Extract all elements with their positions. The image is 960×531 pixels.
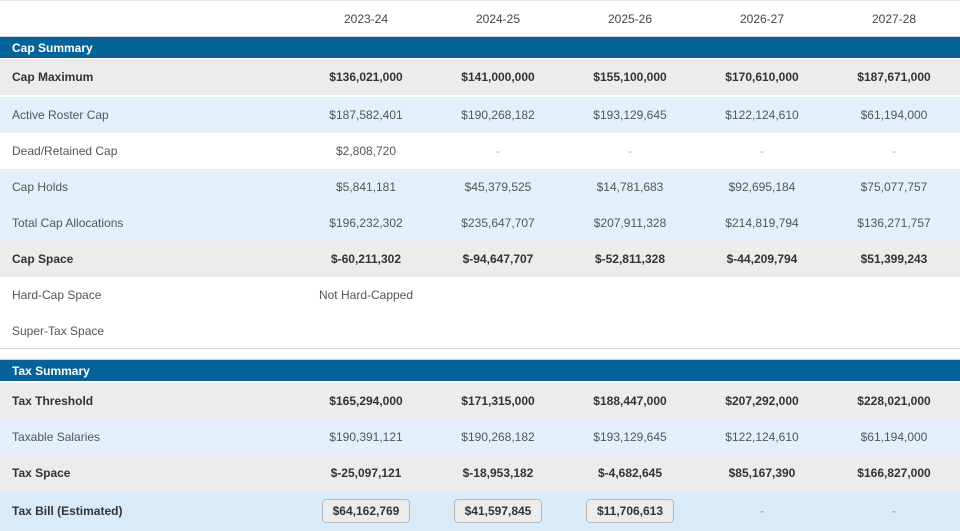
cell: $61,194,000 [860, 108, 928, 122]
cell: $45,379,525 [464, 180, 532, 194]
tax-bill-button[interactable]: $64,162,769 [322, 499, 410, 523]
cell: $92,695,184 [728, 180, 796, 194]
cell: $141,000,000 [461, 70, 535, 84]
section-divider [0, 348, 960, 349]
row-cap-holds: Cap Holds $5,841,181 $45,379,525 $14,781… [0, 169, 960, 205]
season-header: 2024-25 [475, 12, 521, 26]
season-header: 2027-28 [871, 12, 917, 26]
row-taxable-salaries: Taxable Salaries $190,391,121 $190,268,1… [0, 419, 960, 455]
row-label: Total Cap Allocations [12, 216, 124, 230]
cell: $-94,647,707 [462, 252, 534, 266]
row-label: Super-Tax Space [12, 324, 105, 338]
cell: $85,167,390 [728, 466, 796, 480]
cell: $5,841,181 [335, 180, 397, 194]
cell: $190,268,182 [461, 108, 535, 122]
cell: $193,129,645 [593, 108, 667, 122]
cell: $11,706,613 [564, 499, 696, 523]
cell: - [892, 144, 896, 158]
cell: $207,911,328 [593, 216, 667, 230]
cell: $122,124,610 [725, 430, 799, 444]
tax-bill-button[interactable]: $41,597,845 [454, 499, 542, 523]
cell: $41,597,845 [432, 499, 564, 523]
cell: $228,021,000 [857, 394, 931, 408]
cell: $64,162,769 [300, 499, 432, 523]
cell: $187,671,000 [857, 70, 931, 84]
season-header: 2023-24 [343, 12, 389, 26]
cell: $-4,682,645 [597, 466, 663, 480]
row-active-roster-cap: Active Roster Cap $187,582,401 $190,268,… [0, 97, 960, 133]
row-total-cap-allocations: Total Cap Allocations $196,232,302 $235,… [0, 205, 960, 241]
row-tax-bill-estimated: Tax Bill (Estimated) $64,162,769 $41,597… [0, 491, 960, 531]
row-label: Cap Space [12, 252, 74, 266]
cell: - [760, 144, 764, 158]
row-cap-maximum: Cap Maximum $136,021,000 $141,000,000 $1… [0, 59, 960, 95]
row-label: Tax Threshold [12, 394, 94, 408]
cell: $-18,953,182 [462, 466, 534, 480]
row-hard-cap-space: Hard-Cap Space Not Hard-Capped [0, 277, 960, 313]
cell: $196,232,302 [329, 216, 403, 230]
season-header: 2025-26 [607, 12, 653, 26]
row-label: Tax Space [12, 466, 71, 480]
cell: $190,268,182 [461, 430, 535, 444]
cell: $165,294,000 [329, 394, 403, 408]
cell: - [628, 144, 632, 158]
row-tax-space: Tax Space $-25,097,121 $-18,953,182 $-4,… [0, 455, 960, 491]
cell: Not Hard-Capped [318, 288, 414, 302]
row-label: Active Roster Cap [12, 108, 109, 122]
row-cap-space: Cap Space $-60,211,302 $-94,647,707 $-52… [0, 241, 960, 277]
row-label: Hard-Cap Space [12, 288, 102, 302]
cell: $235,647,707 [461, 216, 535, 230]
tax-bill-button[interactable]: $11,706,613 [586, 499, 674, 523]
cell: - [496, 144, 500, 158]
cell: $-25,097,121 [330, 466, 402, 480]
row-label: Taxable Salaries [12, 430, 101, 444]
cap-summary-header: Cap Summary [0, 36, 960, 58]
cell: - [760, 504, 764, 518]
cell: $171,315,000 [461, 394, 535, 408]
cell: $214,819,794 [725, 216, 799, 230]
cell: $187,582,401 [329, 108, 403, 122]
cell: $14,781,683 [596, 180, 664, 194]
row-label: Cap Holds [12, 180, 69, 194]
cell: $136,021,000 [329, 70, 403, 84]
row-label: Tax Bill (Estimated) [12, 504, 123, 518]
cell: $61,194,000 [860, 430, 928, 444]
cell: $190,391,121 [329, 430, 403, 444]
tax-summary-header: Tax Summary [0, 359, 960, 381]
row-label: Dead/Retained Cap [12, 144, 118, 158]
cell: $170,610,000 [725, 70, 799, 84]
cell: $136,271,757 [857, 216, 931, 230]
cell: $155,100,000 [593, 70, 667, 84]
row-dead-retained-cap: Dead/Retained Cap $2,808,720 - - - - [0, 133, 960, 169]
cell: - [892, 504, 896, 518]
cell: $51,399,243 [860, 252, 928, 266]
cell: $75,077,757 [860, 180, 928, 194]
row-super-tax-space: Super-Tax Space [0, 313, 960, 349]
cell: $-52,811,328 [594, 252, 666, 266]
season-header-row: 2023-24 2024-25 2025-26 2026-27 2027-28 [0, 0, 960, 37]
row-label: Cap Maximum [12, 70, 94, 84]
cell: $193,129,645 [593, 430, 667, 444]
row-tax-threshold: Tax Threshold $165,294,000 $171,315,000 … [0, 383, 960, 419]
cell: $-60,211,302 [330, 252, 402, 266]
cell: $207,292,000 [725, 394, 799, 408]
cell: $188,447,000 [593, 394, 667, 408]
cell: $-44,209,794 [726, 252, 798, 266]
cell: $2,808,720 [335, 144, 397, 158]
cell: $166,827,000 [857, 466, 931, 480]
season-header: 2026-27 [739, 12, 785, 26]
cell: $122,124,610 [725, 108, 799, 122]
